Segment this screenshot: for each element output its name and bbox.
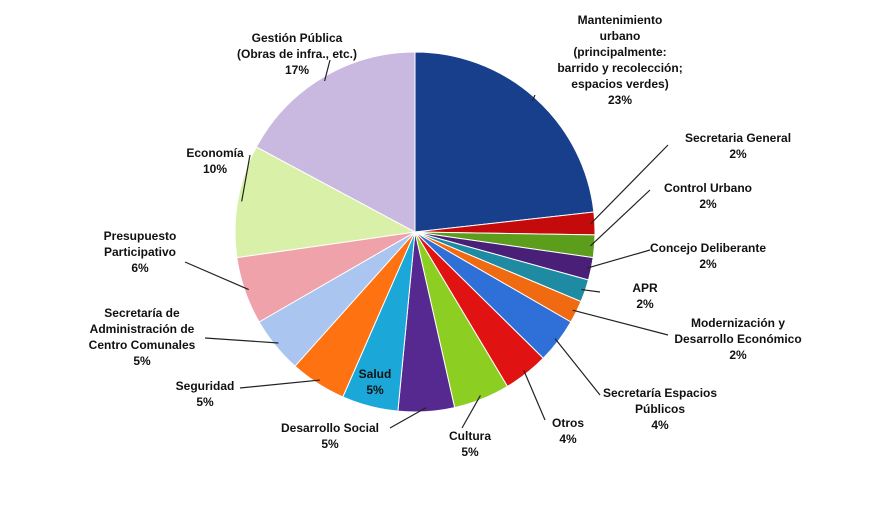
leader-line: [523, 370, 546, 421]
leader-line: [461, 395, 481, 429]
slice-label: Cultura 5%: [449, 428, 491, 460]
leader-line: [324, 59, 331, 82]
value-label: 5%: [366, 383, 384, 397]
slice-label: Gestión Pública (Obras de infra., etc.) 1…: [237, 30, 357, 78]
category-label: APR: [632, 281, 658, 295]
value-label: 17%: [284, 63, 310, 77]
value-label: 2%: [699, 197, 717, 211]
category-label: Cultura: [449, 429, 491, 443]
leader-line: [554, 338, 601, 396]
value-label: 23%: [607, 93, 633, 107]
value-label: 4%: [559, 432, 577, 446]
leader-line: [587, 249, 651, 269]
slice-label: Desarrollo Social 5%: [281, 420, 379, 452]
slice-label: Otros 4%: [552, 415, 584, 447]
value-label: 10%: [202, 162, 228, 176]
slice-label: APR 2%: [632, 280, 657, 312]
category-label: Concejo Deliberante: [649, 241, 767, 255]
slice-label: Concejo Deliberante 2%: [650, 240, 766, 272]
leader-line: [531, 94, 536, 102]
value-label: 2%: [699, 257, 717, 271]
leader-line: [590, 144, 669, 225]
slice-label: Modernización y Desarrollo Económico 2%: [674, 315, 801, 363]
value-label: 5%: [321, 437, 339, 451]
slice-label: Seguridad 5%: [176, 378, 235, 410]
leader-line: [204, 337, 279, 344]
category-label: Seguridad: [175, 379, 235, 393]
value-label: 5%: [461, 445, 479, 459]
category-label: Otros: [551, 416, 585, 430]
value-label: 4%: [651, 418, 669, 432]
value-label: 2%: [729, 147, 747, 161]
category-label: Gestión Pública (Obras de infra., etc.): [236, 31, 358, 61]
value-label: 5%: [133, 354, 151, 368]
category-label: Salud: [358, 367, 392, 381]
slice-label: Secretaría de Administración de Centro C…: [89, 305, 196, 369]
slice-label: Presupuesto Participativo 6%: [104, 228, 177, 276]
category-label: Desarrollo Social: [280, 421, 380, 435]
category-label: Secretaria General: [684, 131, 792, 145]
category-label: Secretaría de Administración de Centro C…: [88, 306, 196, 352]
category-label: Modernización y Desarrollo Económico: [674, 316, 802, 346]
leader-line: [239, 379, 320, 389]
category-label: Economía: [186, 146, 244, 160]
category-label: Secretaría Espacios Públicos: [602, 386, 718, 416]
category-label: Presupuesto Participativo: [103, 229, 177, 259]
leader-line: [590, 189, 651, 247]
category-label: Control Urbano: [664, 181, 752, 195]
slice-label: Mantenimiento urbano (principalmente: ba…: [557, 12, 682, 108]
value-label: 2%: [636, 297, 654, 311]
slice-label: Secretaria General 2%: [685, 130, 791, 162]
slice-label: Secretaría Espacios Públicos 4%: [603, 385, 717, 433]
pie-slice: [255, 51, 416, 233]
leader-line: [184, 261, 249, 291]
category-label: Mantenimiento urbano (principalmente: ba…: [557, 13, 683, 91]
pie-slice: [234, 146, 417, 259]
slice-label: Salud 5%: [359, 366, 392, 398]
leader-line: [581, 288, 601, 293]
slice-label: Economía 10%: [186, 145, 243, 177]
leader-line: [241, 154, 251, 202]
value-label: 2%: [729, 348, 747, 362]
leader-line: [389, 407, 427, 429]
value-label: 6%: [131, 261, 149, 275]
value-label: 5%: [196, 395, 214, 409]
slice-label: Control Urbano 2%: [664, 180, 752, 212]
leader-line: [572, 309, 669, 336]
pie-slice: [414, 51, 595, 233]
